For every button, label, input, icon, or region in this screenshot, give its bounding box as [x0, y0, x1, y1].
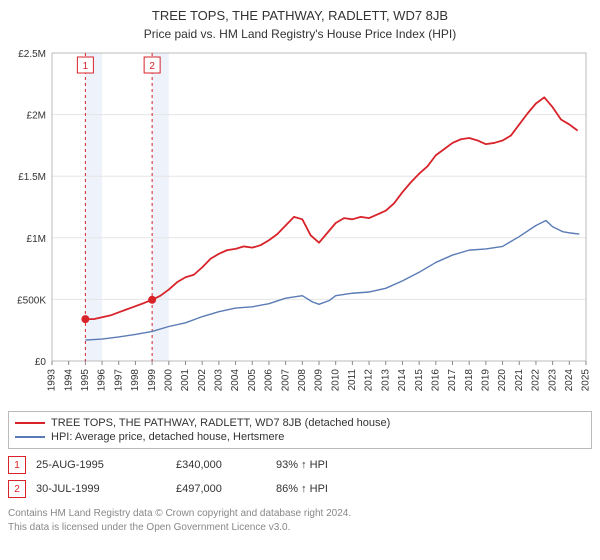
legend-row-2: HPI: Average price, detached house, Hert…	[15, 430, 585, 444]
txn-pct: 86% ↑ HPI	[276, 483, 396, 495]
svg-text:1995: 1995	[80, 369, 91, 392]
transaction-row: 1 25-AUG-1995 £340,000 93% ↑ HPI	[8, 453, 592, 477]
svg-text:2008: 2008	[297, 369, 308, 392]
svg-text:2018: 2018	[464, 369, 475, 392]
svg-text:2004: 2004	[230, 369, 241, 392]
svg-text:2010: 2010	[330, 369, 341, 392]
svg-text:2003: 2003	[214, 369, 225, 392]
legend-swatch-1	[15, 422, 45, 424]
svg-text:£2.5M: £2.5M	[18, 49, 46, 60]
svg-text:2014: 2014	[397, 369, 408, 392]
svg-text:1999: 1999	[147, 369, 158, 392]
svg-text:1994: 1994	[63, 369, 74, 392]
svg-text:2007: 2007	[280, 369, 291, 392]
chart-area: £0 £500K £1M £1.5M £2M £2.5M 1993 1994 1995 1996 1…	[8, 47, 592, 407]
svg-text:2016: 2016	[430, 369, 441, 392]
txn-pct: 93% ↑ HPI	[276, 459, 396, 471]
svg-text:2000: 2000	[163, 369, 174, 392]
svg-text:2020: 2020	[497, 369, 508, 392]
txn-price: £340,000	[176, 459, 266, 471]
svg-text:2001: 2001	[180, 369, 191, 392]
svg-text:2021: 2021	[514, 369, 525, 392]
marker-box-2: 2	[8, 480, 26, 498]
legend-swatch-2	[15, 436, 45, 438]
legend-label-1: TREE TOPS, THE PATHWAY, RADLETT, WD7 8JB…	[51, 417, 390, 429]
txn-price: £497,000	[176, 483, 266, 495]
svg-text:£0: £0	[35, 357, 47, 368]
svg-text:1996: 1996	[97, 369, 108, 392]
line-chart: £0 £500K £1M £1.5M £2M £2.5M 1993 1994 1995 1996 1…	[8, 47, 592, 407]
svg-text:2012: 2012	[364, 369, 375, 392]
svg-text:2002: 2002	[197, 369, 208, 392]
txn-date: 25-AUG-1995	[36, 459, 166, 471]
transaction-rows: 1 25-AUG-1995 £340,000 93% ↑ HPI 2 30-JU…	[8, 453, 592, 501]
svg-text:2022: 2022	[531, 369, 542, 392]
svg-text:2019: 2019	[481, 369, 492, 392]
svg-text:1997: 1997	[113, 369, 124, 392]
transaction-row: 2 30-JUL-1999 £497,000 86% ↑ HPI	[8, 477, 592, 501]
marker-box-1: 1	[8, 456, 26, 474]
txn-date: 30-JUL-1999	[36, 483, 166, 495]
svg-text:2023: 2023	[547, 369, 558, 392]
legend-box: TREE TOPS, THE PATHWAY, RADLETT, WD7 8JB…	[8, 411, 592, 449]
svg-text:2013: 2013	[380, 369, 391, 392]
svg-text:£1M: £1M	[27, 234, 46, 245]
license-text: Contains HM Land Registry data © Crown c…	[8, 507, 592, 534]
chart-title: TREE TOPS, THE PATHWAY, RADLETT, WD7 8JB	[0, 0, 600, 23]
svg-text:£1.5M: £1.5M	[18, 172, 46, 183]
chart-subtitle: Price paid vs. HM Land Registry's House …	[0, 23, 600, 47]
svg-text:2024: 2024	[564, 369, 575, 392]
svg-text:£500K: £500K	[17, 295, 46, 306]
legend-label-2: HPI: Average price, detached house, Hert…	[51, 431, 284, 443]
svg-text:1993: 1993	[47, 369, 58, 392]
svg-text:2009: 2009	[314, 369, 325, 392]
svg-text:2: 2	[149, 61, 155, 72]
legend-row-1: TREE TOPS, THE PATHWAY, RADLETT, WD7 8JB…	[15, 416, 585, 430]
svg-text:1998: 1998	[130, 369, 141, 392]
svg-text:2017: 2017	[447, 369, 458, 392]
svg-text:2011: 2011	[347, 369, 358, 391]
chart-container: TREE TOPS, THE PATHWAY, RADLETT, WD7 8JB…	[0, 0, 600, 560]
svg-text:£2M: £2M	[27, 111, 46, 122]
svg-text:2015: 2015	[414, 369, 425, 392]
svg-text:1: 1	[83, 61, 89, 72]
svg-text:2006: 2006	[264, 369, 275, 392]
svg-text:2025: 2025	[581, 369, 592, 392]
svg-text:2005: 2005	[247, 369, 258, 392]
